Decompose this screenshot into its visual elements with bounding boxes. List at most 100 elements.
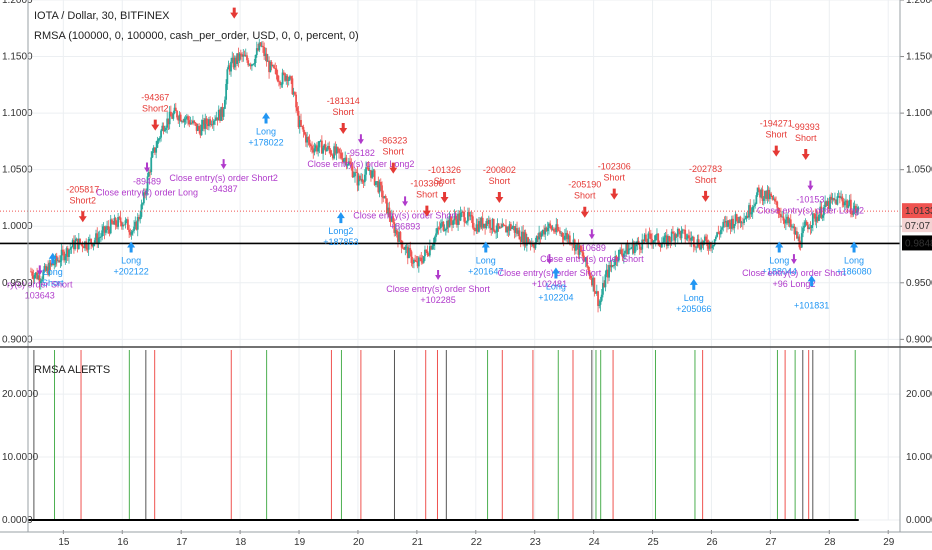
short-label: -99393 (792, 122, 820, 132)
trade-marker-long: Long+202122 (113, 241, 149, 277)
candle-body (594, 291, 597, 294)
close-label: +86893 (390, 221, 420, 231)
candle-body (79, 238, 81, 244)
candle-body (322, 147, 324, 154)
candle-body (805, 221, 808, 226)
candle-body (86, 248, 89, 250)
candle-body (177, 117, 180, 121)
candle-body (635, 244, 637, 247)
long-label: Short (42, 278, 64, 288)
close-label: 103643 (25, 290, 55, 300)
candle-body (285, 75, 288, 81)
candle-body (185, 116, 188, 119)
candle-body (442, 221, 445, 231)
short-arrow-icon (389, 162, 398, 174)
alerts-panel-title[interactable]: RMSA ALERTS (34, 364, 111, 376)
candle-body (816, 216, 819, 221)
long-label: +187853 (323, 237, 358, 247)
candle-body (235, 57, 237, 64)
y-tick-label-left: 1.0500 (2, 165, 33, 176)
candle-body (59, 260, 62, 263)
candle-body (836, 196, 839, 205)
candle-body (780, 214, 782, 218)
candle-body (846, 200, 849, 208)
candle-body (169, 111, 172, 117)
candle-body (296, 107, 299, 111)
candle-body (135, 221, 138, 230)
candle-body (711, 246, 714, 249)
candle-body (680, 230, 683, 239)
candle-body (104, 229, 107, 233)
candle-body (468, 212, 471, 217)
candle-body (455, 219, 458, 225)
candle-body (630, 248, 633, 250)
candle-body (674, 234, 677, 241)
candle-body (388, 207, 391, 217)
candle-body (478, 221, 480, 232)
candle-body (583, 258, 586, 262)
candle-body (638, 244, 641, 250)
candle-body (819, 206, 822, 215)
short-arrow-icon (610, 188, 619, 200)
candle-body (627, 248, 630, 255)
candle-body (302, 127, 305, 132)
close-label: -94387 (210, 184, 238, 194)
candle-body (179, 114, 182, 122)
candle-body (362, 181, 365, 183)
candle-body (393, 222, 396, 233)
x-tick-label: 29 (883, 537, 895, 548)
candle-body (404, 246, 407, 250)
candle-body (39, 281, 42, 284)
countdown-value: 07:07 (905, 221, 930, 232)
candle-body (565, 232, 568, 236)
candle-body (119, 217, 122, 223)
candle-body (751, 206, 754, 213)
candle-body (188, 120, 191, 125)
y-tick-label-left: 0.9000 (2, 334, 33, 345)
candle-body (195, 123, 198, 131)
candle-body (98, 237, 101, 238)
close-arrow-icon (220, 159, 227, 170)
candle-body (778, 213, 781, 215)
candle-body (91, 243, 94, 247)
candle-body (843, 202, 846, 206)
candle-body (507, 227, 510, 231)
candle-body (775, 201, 777, 203)
long-label: Long (256, 127, 276, 137)
candle-body (397, 234, 399, 242)
y-tick-label-left: 1.1000 (2, 108, 33, 119)
candle-body (206, 123, 209, 127)
candle-body (150, 157, 153, 173)
short-label: Short2 (142, 104, 169, 114)
candle-body (411, 262, 414, 264)
study-legend[interactable]: RMSA (100000, 0, 100000, cash_per_order,… (34, 30, 359, 42)
candle-body (274, 68, 277, 69)
candle-body (115, 225, 118, 227)
trade-marker-long: Long+201647 (468, 241, 503, 277)
candle-body (799, 247, 802, 249)
trade-marker-short: -87464Short2 (221, 0, 247, 19)
candle-body (58, 260, 61, 263)
long-label: +186080 (836, 267, 871, 277)
symbol-title[interactable]: IOTA / Dollar, 30, BITFINEX (34, 10, 170, 22)
long-label: Long (844, 256, 864, 266)
candle-body (247, 60, 250, 66)
candle-body (112, 223, 115, 225)
candle-body (151, 151, 154, 158)
candle-body (228, 65, 231, 72)
candle-body (744, 218, 747, 220)
candle-body (604, 274, 607, 288)
candle-body (712, 245, 715, 247)
candle-body (34, 272, 37, 276)
candle-body (356, 172, 359, 186)
trade-marker-close: Close entry(s) order Short+102285 (386, 269, 490, 305)
candle-body (789, 219, 792, 227)
long-arrow-icon (689, 278, 698, 290)
candle-body (87, 239, 90, 250)
candle-body (600, 294, 603, 301)
candle-body (502, 224, 505, 226)
candle-body (618, 249, 620, 261)
candle-body (140, 204, 143, 217)
